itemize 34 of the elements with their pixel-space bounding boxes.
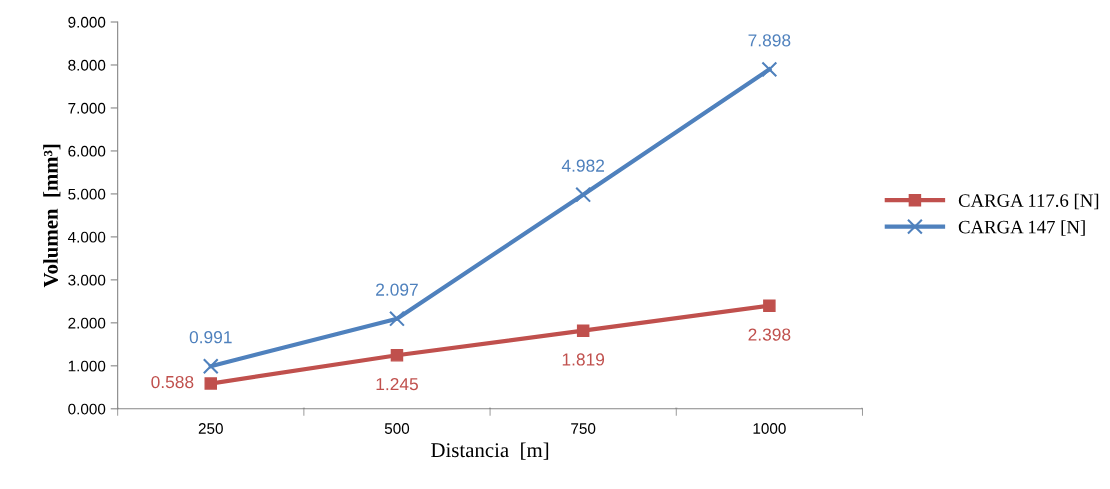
point	[202, 358, 219, 375]
x-tick-label: 500	[384, 423, 410, 434]
data-label: 7.898	[748, 34, 791, 47]
legend-label: CARGA 117.6 [N]	[958, 193, 1099, 210]
data-label: 1.245	[376, 377, 418, 391]
point	[204, 377, 218, 390]
data-label: 4.982	[561, 159, 605, 172]
y-tick-label: 8.000	[68, 59, 106, 71]
data-label: 2.398	[748, 328, 791, 341]
x-tick-label: 1000	[753, 423, 786, 434]
data-label: 1.819	[562, 353, 605, 366]
y-tick-label: 0.000	[68, 403, 106, 415]
point	[576, 324, 590, 337]
y-tick-label: 2.000	[68, 317, 106, 329]
point	[388, 310, 405, 327]
x-axis-title: Distancia [m]	[431, 442, 549, 460]
y-tick-label: 9.000	[68, 16, 106, 28]
point	[761, 61, 778, 78]
y-tick-label: 1.000	[68, 360, 106, 372]
y-tick-label: 7.000	[68, 102, 106, 114]
x-tick-label: 250	[198, 423, 223, 434]
data-label: 0.991	[189, 331, 232, 344]
y-tick-label: 6.000	[68, 145, 106, 157]
y-tick-label: 4.000	[67, 231, 106, 243]
x-tick-label: 750	[571, 423, 596, 434]
y-tick-label: 5.000	[68, 188, 106, 200]
point	[575, 186, 592, 203]
data-label: 0.588	[151, 375, 194, 389]
point	[390, 349, 404, 362]
point	[763, 299, 776, 312]
y-axis-title: Volumen [mm³]	[43, 144, 61, 288]
data-label: 2.097	[376, 283, 418, 296]
legend-label: CARGA 147 [N]	[958, 220, 1085, 236]
y-tick-label: 3.000	[68, 274, 106, 286]
